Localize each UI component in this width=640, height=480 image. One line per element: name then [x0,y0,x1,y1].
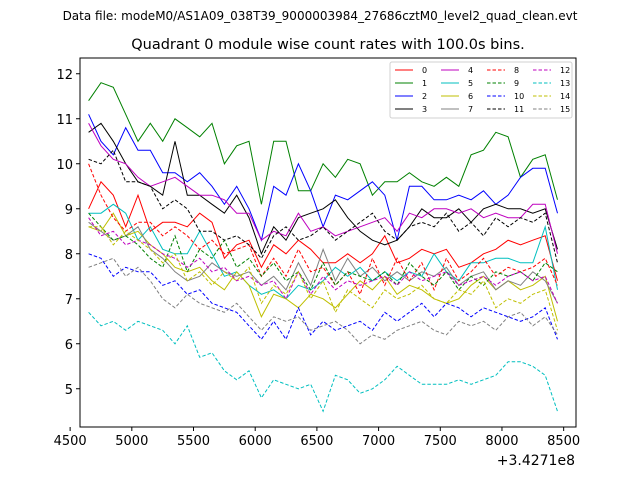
legend-label-6: 6 [468,92,473,101]
x-tick-label-7500: 7500 [424,434,457,449]
series-line-6 [88,212,558,322]
legend-label-5: 5 [468,79,473,88]
x-tick-label-6500: 6500 [300,434,333,449]
y-tick-label-7: 7 [65,293,73,308]
series-line-13 [88,311,558,413]
legend-label-8: 8 [514,66,519,75]
legend-label-11: 11 [514,105,524,114]
legend-label-14: 14 [560,92,570,101]
y-tick-label-11: 11 [56,113,73,128]
y-tick-label-6: 6 [65,338,73,353]
series-line-15 [88,257,558,345]
series-line-1 [88,82,558,205]
y-tick-label-5: 5 [65,383,73,398]
chart-title: Quadrant 0 module wise count rates with … [131,37,525,53]
legend-label-12: 12 [560,66,570,75]
plot-area [79,57,577,428]
x-tick-label-5500: 5500 [177,434,210,449]
legend-label-10: 10 [514,92,524,101]
y-tick-label-12: 12 [56,68,73,83]
x-tick-label-8000: 8000 [485,434,518,449]
axes-frame [79,57,577,428]
y-axis: 5 6 7 8 9 10 11 12 [56,68,80,398]
series-line-2 [88,114,558,242]
x-tick-label-4500: 4500 [54,434,87,449]
legend-label-15: 15 [560,105,570,114]
series-line-14 [88,226,558,331]
legend-label-2: 2 [422,92,427,101]
file-header: Data file: modeM0/AS1A09_038T39_90000039… [63,9,578,23]
legend-label-4: 4 [468,66,473,75]
series-line-4 [88,123,558,254]
legend-label-3: 3 [422,105,427,114]
series-group [88,82,558,413]
x-tick-label-8500: 8500 [547,434,580,449]
series-line-7 [88,221,558,304]
legend-label-1: 1 [422,79,427,88]
y-tick-label-10: 10 [56,158,73,173]
y-tick-label-9: 9 [65,203,73,218]
series-line-11 [88,149,558,263]
series-line-9 [88,212,558,291]
x-axis: 4500 5000 5500 6000 6500 7000 7500 8000 8500 [54,427,580,449]
series-line-10 [88,253,558,341]
series-line-12 [88,217,558,304]
x-tick-label-6000: 6000 [239,434,272,449]
x-offset-label: +3.4271e8 [497,453,575,469]
y-tick-label-8: 8 [65,248,73,263]
series-line-8 [88,163,558,296]
x-tick-label-7000: 7000 [362,434,395,449]
legend-label-7: 7 [468,105,473,114]
legend-label-9: 9 [514,79,519,88]
legend-frame [389,61,573,119]
legend-label-13: 13 [560,79,570,88]
x-tick-label-5000: 5000 [115,434,148,449]
legend-label-0: 0 [422,66,427,75]
series-line-3 [88,122,558,256]
